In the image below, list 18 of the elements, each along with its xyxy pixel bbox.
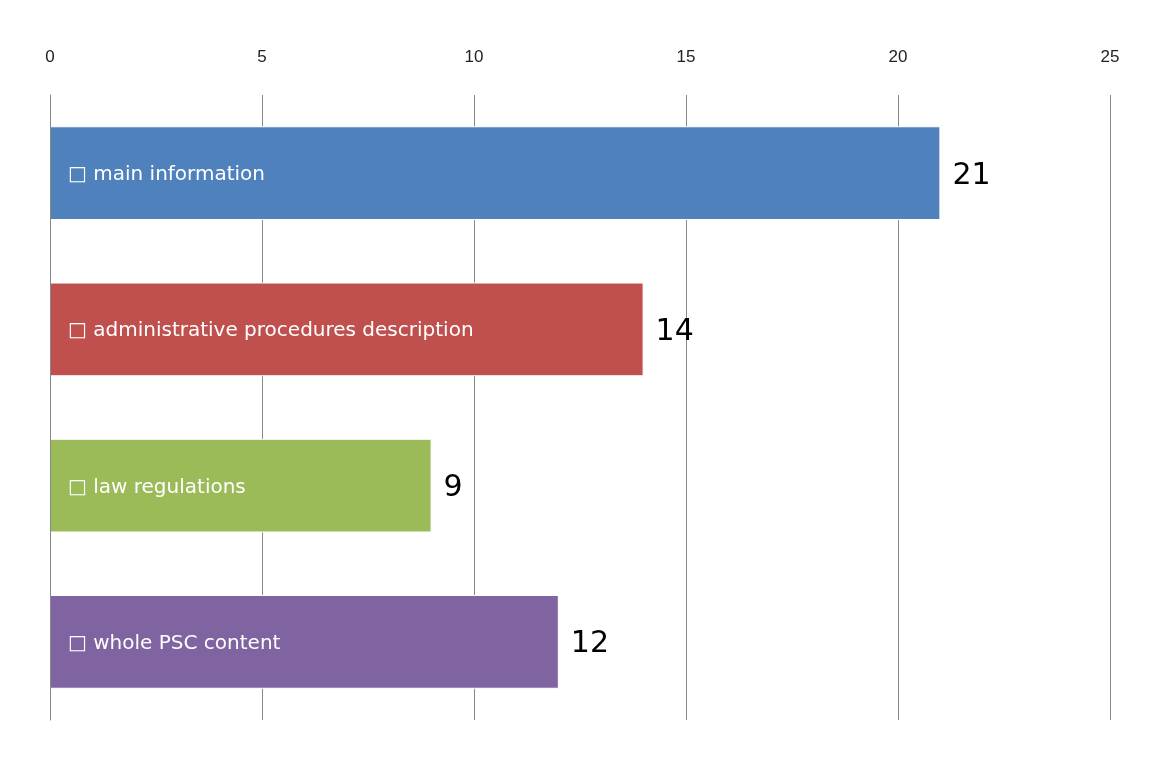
bar	[50, 126, 941, 220]
y-tick-label: □ whole PSC content	[68, 629, 281, 654]
data-label: 14	[655, 311, 694, 347]
x-tick-label: 5	[257, 47, 267, 66]
data-label: 12	[570, 624, 609, 660]
y-tick-label: □ law regulations	[68, 473, 246, 498]
bar	[50, 438, 432, 533]
bar	[50, 595, 559, 689]
x-tick-label: 25	[1100, 47, 1120, 66]
y-tick-label: □ main information	[68, 161, 266, 186]
bar	[50, 282, 644, 377]
y-tick-label: □ administrative procedures description	[68, 317, 474, 342]
data-label: 21	[952, 155, 991, 191]
x-tick-label: 20	[888, 47, 908, 66]
x-tick-label: 0	[45, 47, 55, 66]
x-tick-label: 10	[464, 47, 484, 66]
x-tick-label: 15	[676, 47, 696, 66]
data-label: 9	[443, 468, 463, 504]
